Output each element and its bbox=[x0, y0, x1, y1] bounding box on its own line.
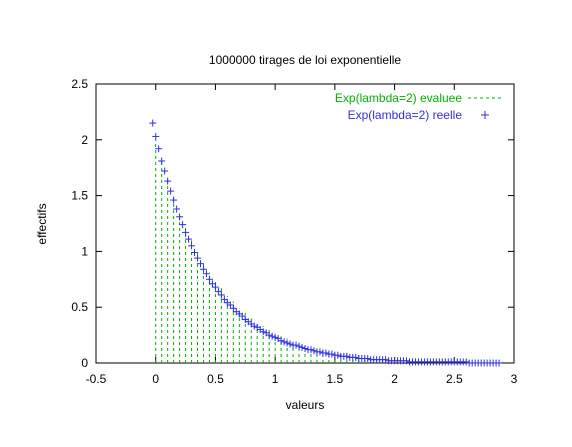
data-point bbox=[229, 304, 237, 312]
x-axis-label: valeurs bbox=[286, 398, 325, 412]
x-tick-label: 1 bbox=[272, 372, 279, 386]
legend-sample-reelle bbox=[481, 111, 489, 119]
data-point bbox=[161, 167, 169, 175]
y-tick-label: 0.5 bbox=[71, 300, 88, 314]
data-point bbox=[167, 187, 175, 195]
y-tick-label: 2.5 bbox=[71, 77, 88, 91]
x-tick-label: 2.5 bbox=[446, 372, 463, 386]
data-point bbox=[310, 347, 318, 355]
data-point bbox=[202, 270, 210, 278]
data-point bbox=[343, 352, 351, 360]
x-tick-label: 1.5 bbox=[327, 372, 344, 386]
data-point bbox=[495, 359, 503, 367]
y-tick-label: 1 bbox=[81, 244, 88, 258]
data-point bbox=[298, 343, 306, 351]
series-evaluee bbox=[155, 139, 503, 363]
data-point bbox=[286, 340, 294, 348]
data-point bbox=[205, 275, 213, 283]
x-tick-label: 0.5 bbox=[207, 372, 224, 386]
data-point bbox=[328, 350, 336, 358]
data-point bbox=[152, 132, 160, 140]
data-point bbox=[334, 351, 342, 359]
data-point bbox=[188, 242, 196, 250]
data-point bbox=[155, 145, 163, 153]
y-tick-label: 2 bbox=[81, 133, 88, 147]
data-point bbox=[149, 119, 157, 127]
data-point bbox=[382, 356, 390, 364]
data-point bbox=[352, 353, 360, 361]
data-point bbox=[208, 280, 216, 288]
axes-ticks: -0.5 0 0.5 1 1.5 2 2.5 3 0 0.5 1 1.5 2 2.5 bbox=[71, 77, 517, 386]
data-point bbox=[268, 332, 276, 340]
data-point bbox=[238, 312, 246, 320]
x-tick-label: 0 bbox=[152, 372, 159, 386]
data-point bbox=[295, 342, 303, 350]
data-point bbox=[292, 341, 300, 349]
data-point bbox=[259, 328, 267, 336]
data-point bbox=[226, 301, 234, 309]
data-point bbox=[211, 283, 219, 291]
legend-label-reelle: Exp(lambda=2) reelle bbox=[348, 108, 463, 122]
data-point bbox=[220, 295, 228, 303]
data-point bbox=[280, 338, 288, 346]
data-point bbox=[307, 346, 315, 354]
x-tick-label: -0.5 bbox=[86, 372, 107, 386]
data-point bbox=[214, 288, 222, 296]
data-point bbox=[316, 348, 324, 356]
x-tick-label: 2 bbox=[391, 372, 398, 386]
data-point bbox=[322, 349, 330, 357]
series-reelle bbox=[149, 119, 503, 367]
x-tick-label: 3 bbox=[511, 372, 518, 386]
data-point bbox=[179, 221, 187, 229]
chart-title: 1000000 tirages de loi exponentielle bbox=[209, 53, 401, 67]
data-point bbox=[197, 260, 204, 268]
data-point bbox=[164, 177, 172, 185]
data-point bbox=[170, 196, 178, 204]
data-point bbox=[250, 322, 258, 330]
y-axis-label: effectifs bbox=[35, 203, 49, 244]
y-tick-label: 0 bbox=[81, 356, 88, 370]
legend-label-evaluee: Exp(lambda=2) evaluee bbox=[335, 91, 462, 105]
data-point bbox=[301, 344, 309, 352]
y-tick-label: 1.5 bbox=[71, 189, 88, 203]
plot-frame bbox=[95, 83, 515, 364]
data-point bbox=[283, 339, 291, 347]
data-point bbox=[462, 358, 470, 366]
legend: Exp(lambda=2) evaluee Exp(lambda=2) reel… bbox=[335, 91, 503, 122]
data-point bbox=[194, 254, 202, 262]
data-point bbox=[173, 205, 181, 213]
data-point bbox=[182, 228, 190, 236]
data-point bbox=[176, 213, 184, 221]
data-point bbox=[199, 265, 207, 273]
data-point bbox=[217, 291, 225, 299]
data-point bbox=[271, 333, 279, 341]
data-point bbox=[185, 235, 193, 243]
data-point bbox=[277, 337, 285, 345]
data-point bbox=[191, 249, 199, 257]
data-point bbox=[364, 355, 372, 363]
data-point bbox=[403, 357, 411, 365]
data-point bbox=[158, 157, 166, 165]
data-point bbox=[265, 331, 273, 339]
